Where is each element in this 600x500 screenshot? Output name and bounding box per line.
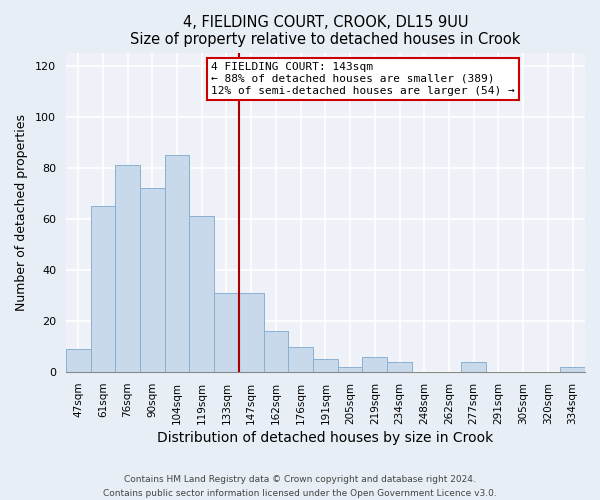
Text: Contains HM Land Registry data © Crown copyright and database right 2024.
Contai: Contains HM Land Registry data © Crown c… bbox=[103, 476, 497, 498]
Title: 4, FIELDING COURT, CROOK, DL15 9UU
Size of property relative to detached houses : 4, FIELDING COURT, CROOK, DL15 9UU Size … bbox=[130, 15, 521, 48]
Text: 4 FIELDING COURT: 143sqm
← 88% of detached houses are smaller (389)
12% of semi-: 4 FIELDING COURT: 143sqm ← 88% of detach… bbox=[211, 62, 515, 96]
Bar bbox=[313, 360, 338, 372]
Bar bbox=[263, 332, 289, 372]
Bar bbox=[289, 346, 313, 372]
Bar bbox=[214, 293, 239, 372]
Bar bbox=[115, 165, 140, 372]
X-axis label: Distribution of detached houses by size in Crook: Distribution of detached houses by size … bbox=[157, 431, 494, 445]
Bar bbox=[66, 349, 91, 372]
Bar bbox=[362, 357, 387, 372]
Bar bbox=[461, 362, 486, 372]
Bar bbox=[560, 367, 585, 372]
Bar bbox=[338, 367, 362, 372]
Y-axis label: Number of detached properties: Number of detached properties bbox=[15, 114, 28, 311]
Bar bbox=[190, 216, 214, 372]
Bar bbox=[239, 293, 263, 372]
Bar bbox=[140, 188, 164, 372]
Bar bbox=[164, 155, 190, 372]
Bar bbox=[91, 206, 115, 372]
Bar bbox=[387, 362, 412, 372]
